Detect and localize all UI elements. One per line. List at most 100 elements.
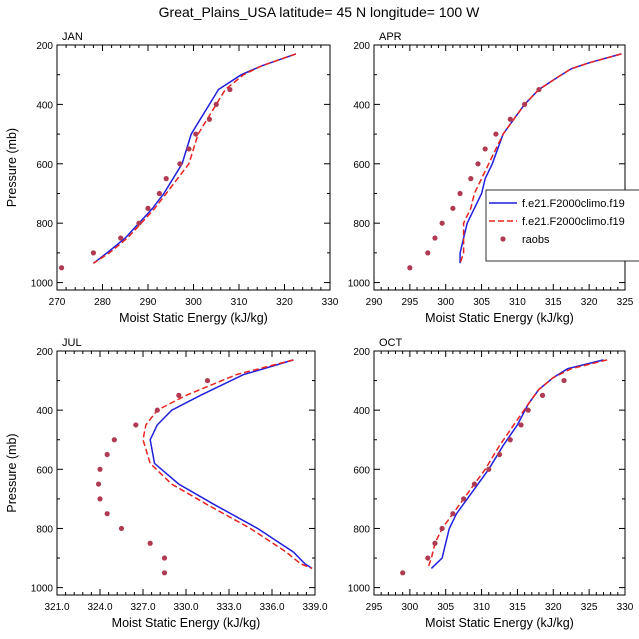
legend-entry-3: raobs [522,234,550,246]
raobs-point [176,392,182,398]
raobs-point [536,86,542,93]
model-series-line-2 [92,53,297,264]
x-tick-label: 300 [185,297,202,308]
x-tick-label: 300 [402,602,419,613]
x-tick-label: 295 [366,602,383,613]
raobs-point [186,146,192,152]
model-series-line-1 [430,359,604,569]
raobs-point [493,131,499,137]
y-tick-label: 1000 [348,279,371,290]
raobs-point [561,377,567,384]
legend-entry-2: f.e21.F2000climo.f19 [522,216,625,228]
legend-entry-1: f.e21.F2000climo.f19 [522,198,625,210]
model-series-line-2 [142,359,313,570]
x-axis-label: Moist Static Energy (kJ/kg) [425,311,574,325]
y-tick-label: 200 [36,41,53,52]
raobs-point [204,377,211,384]
x-axis-label: Moist Static Energy (kJ/kg) [425,616,574,630]
raobs-point [450,205,456,211]
y-tick-label: 200 [353,41,370,52]
x-tick-label: 315 [509,602,526,613]
raobs-point [450,511,456,517]
raobs-point [522,101,528,107]
x-tick-label: 321.0 [44,602,69,613]
panel-label: JAN [62,31,83,43]
raobs-point [539,392,546,398]
raobs-point [468,176,474,182]
x-tick-label: 327.0 [130,602,155,613]
plot-frame [373,44,626,291]
x-tick-label: 295 [402,297,419,308]
x-tick-label: 325 [617,297,634,308]
raobs-point [400,570,406,576]
raobs-point [507,437,513,443]
y-tick-label: 200 [353,347,370,358]
y-tick-label: 800 [353,524,370,535]
x-tick-label: 333.0 [216,602,241,613]
plot-frame [373,350,626,596]
panel-label: OCT [379,337,403,349]
raobs-point [439,220,445,226]
raobs-point [432,540,438,546]
raobs-point [161,570,168,576]
x-tick-label: 320 [545,602,562,613]
y-tick-label: 400 [36,406,53,417]
raobs-point [163,176,169,182]
x-tick-label: 330 [617,602,634,613]
raobs-point [118,235,124,241]
x-tick-label: 330.0 [173,602,198,613]
model-series-line-2 [427,359,608,569]
raobs-point [97,466,103,472]
x-tick-label: 325 [581,602,598,613]
raobs-point [177,161,183,167]
x-axis-label: Moist Static Energy (kJ/kg) [112,616,261,630]
panel-jan: JAN 270 280 290 300 310 320 330 200 400 600 800 1000… [5,31,339,325]
raobs-point [213,101,219,107]
x-tick-label: 320 [581,297,598,308]
raobs-point [147,540,153,546]
raobs-point [475,161,481,167]
y-axis-label: Pressure (mb) [5,433,19,512]
raobs-point [457,190,463,197]
y-tick-label: 1000 [31,584,54,595]
x-tick-label: 310 [473,602,490,613]
raobs-point [206,116,213,122]
x-tick-label: 324.0 [87,602,112,613]
y-tick-label: 1000 [31,279,54,290]
panel-label: JUL [62,337,82,349]
raobs-point [486,466,492,472]
model-series-line-1 [459,53,622,264]
raobs-point [104,511,110,517]
figure-title: Great_Plains_USA latitude= 45 N longitud… [159,4,480,20]
y-tick-label: 400 [36,100,53,111]
y-tick-label: 1000 [348,584,371,595]
raobs-point [471,481,477,487]
raobs-point [58,265,65,271]
y-tick-label: 800 [36,524,53,535]
raobs-point [133,422,139,428]
x-tick-label: 305 [473,297,490,308]
raobs-point [439,525,445,532]
x-tick-label: 339.0 [302,602,327,613]
model-series-line-1 [149,359,313,570]
raobs-point [432,235,438,241]
raobs-point [156,190,162,197]
raobs-point [95,481,102,487]
raobs-point [425,555,431,561]
y-tick-label: 600 [353,465,370,476]
raobs-point [407,265,413,271]
raobs-point [425,250,431,256]
raobs-point [154,407,160,413]
plot-frame [56,350,316,596]
raobs-point [518,422,524,428]
x-tick-label: 336.0 [259,602,284,613]
legend: f.e21.F2000climo.f19 f.e21.F2000climo.f19… [485,189,639,262]
panel-apr: APR 290 295 300 305 310 315 320 325 200 400 600 800 1… [348,31,634,325]
raobs-point [104,451,110,458]
raobs-point [145,205,151,211]
x-tick-label: 270 [49,297,66,308]
raobs-point [227,86,233,93]
raobs-point [136,220,142,226]
raobs-point [525,407,531,413]
